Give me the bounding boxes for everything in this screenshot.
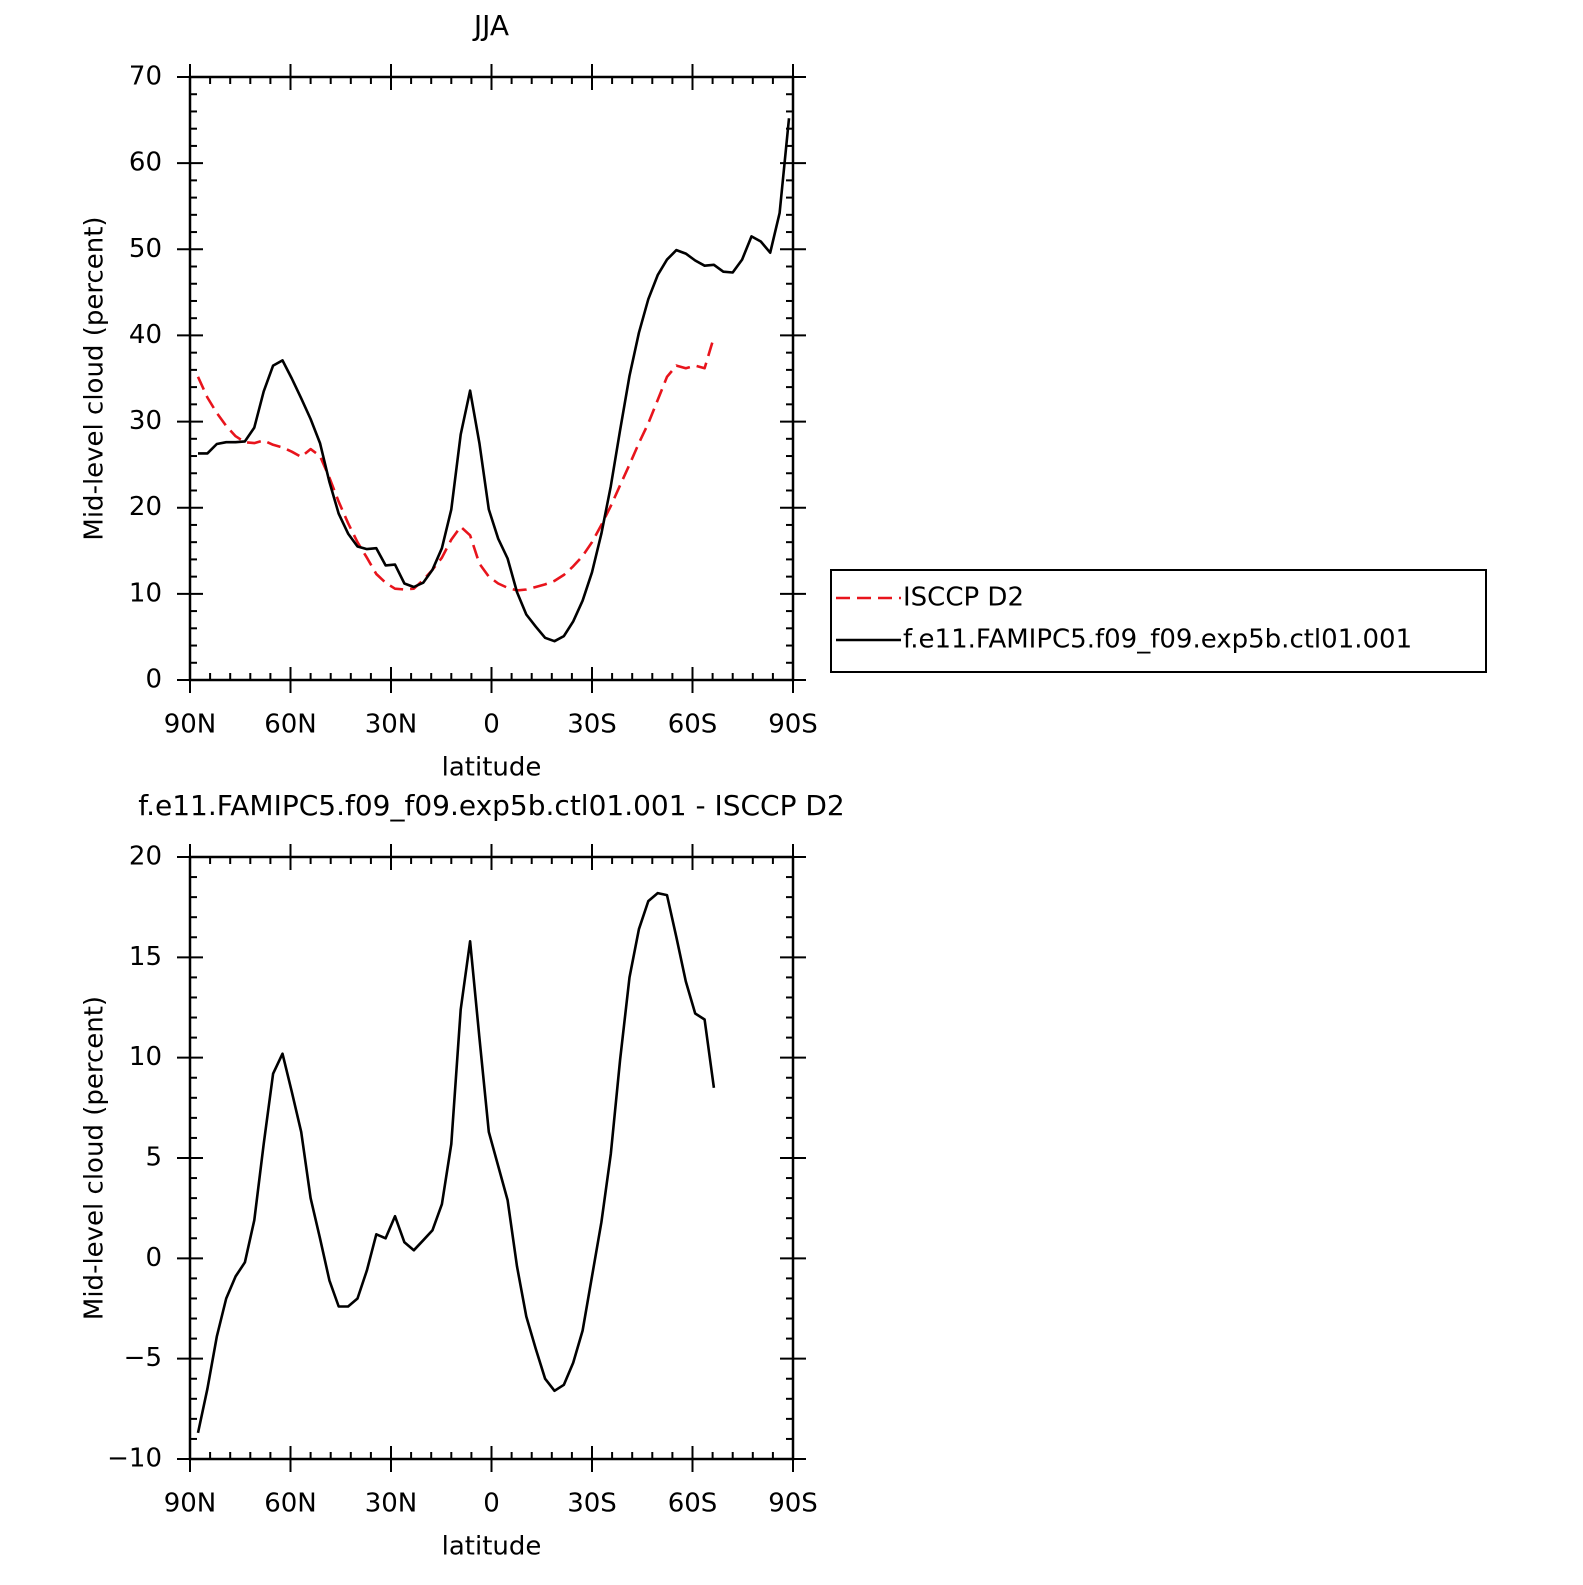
x-tick-label: 90N [164, 1489, 217, 1519]
y-tick-label: −10 [107, 1444, 162, 1474]
y-tick-label: 20 [129, 492, 162, 522]
x-tick-label: 90N [164, 710, 217, 740]
legend-box [830, 569, 1487, 673]
y-tick-label: 0 [145, 1243, 162, 1273]
y-tick-label: 0 [145, 665, 162, 695]
chart-title: f.e11.FAMIPC5.f09_f09.exp5b.ctl01.001 - … [138, 789, 845, 822]
x-tick-label: 30N [365, 1489, 418, 1519]
x-axis-label: latitude [442, 1532, 542, 1562]
x-tick-label: 30S [567, 1489, 617, 1519]
y-axis-label: Mid-level cloud (percent) [80, 996, 110, 1320]
plot-frame [188, 855, 795, 1461]
y-axis-label: Mid-level cloud (percent) [80, 216, 110, 540]
legend-label: ISCCP D2 [903, 583, 1024, 613]
x-tick-label: 60N [264, 710, 317, 740]
x-tick-label: 90S [768, 1489, 818, 1519]
x-tick-label: 60S [668, 710, 718, 740]
legend-label: f.e11.FAMIPC5.f09_f09.exp5b.ctl01.001 [903, 625, 1412, 655]
x-tick-label: 30S [567, 710, 617, 740]
y-tick-label: 20 [129, 842, 162, 872]
x-tick-label: 90S [768, 710, 818, 740]
y-tick-label: 40 [129, 320, 162, 350]
y-tick-label: 60 [129, 148, 162, 178]
data-line [196, 336, 716, 592]
y-tick-label: 5 [145, 1143, 162, 1173]
data-line [198, 118, 791, 643]
x-tick-label: 60S [668, 1489, 718, 1519]
x-tick-label: 60N [264, 1489, 317, 1519]
y-tick-label: 50 [129, 234, 162, 264]
data-line [196, 891, 716, 1434]
plot-frame [188, 75, 795, 682]
y-tick-label: −5 [124, 1343, 162, 1373]
x-tick-label: 30N [365, 710, 418, 740]
x-axis-label: latitude [442, 753, 542, 783]
y-tick-label: 10 [129, 578, 162, 608]
y-tick-label: 10 [129, 1042, 162, 1072]
chart-title: JJA [472, 9, 509, 42]
y-tick-label: 30 [129, 406, 162, 436]
x-tick-label: 0 [483, 710, 500, 740]
y-tick-label: 15 [129, 942, 162, 972]
y-tick-label: 70 [129, 62, 162, 92]
x-tick-label: 0 [483, 1489, 500, 1519]
